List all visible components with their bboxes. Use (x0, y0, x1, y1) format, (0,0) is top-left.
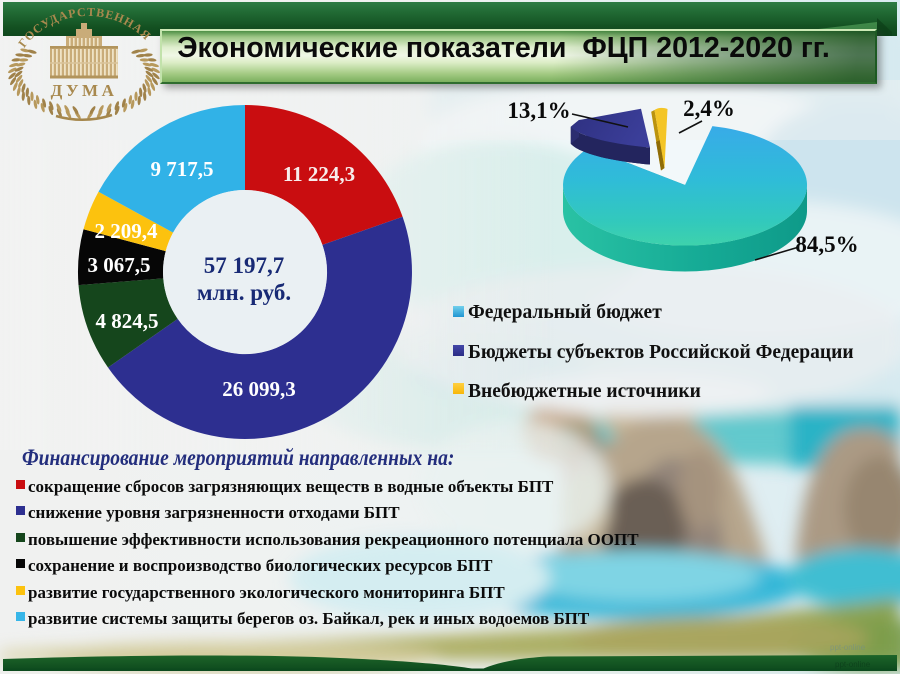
svg-text:ppt-online: ppt-online (835, 660, 871, 669)
svg-text:ppt-online: ppt-online (830, 643, 866, 652)
svg-text:ДУМА: ДУМА (51, 81, 118, 100)
